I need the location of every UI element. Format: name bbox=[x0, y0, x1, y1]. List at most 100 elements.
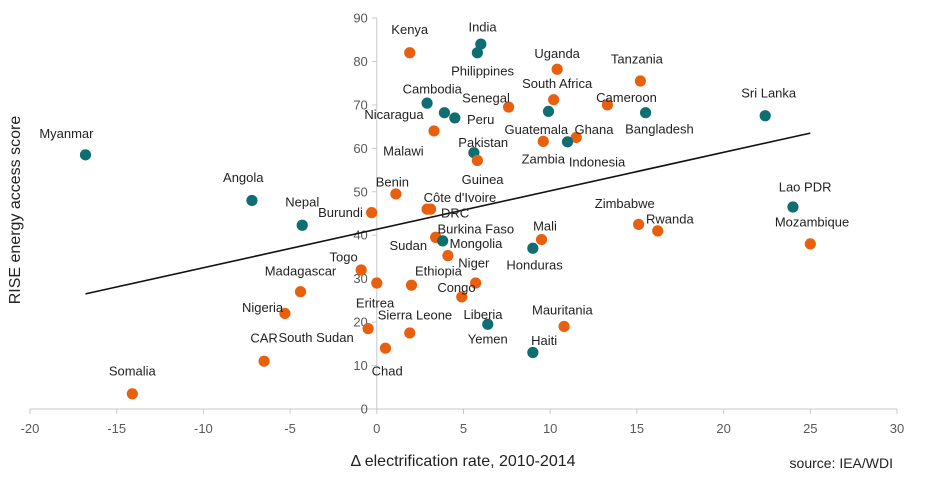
y-tick-label: 40 bbox=[353, 228, 367, 243]
y-tick-label: 0 bbox=[361, 402, 368, 417]
label-nepal: Nepal bbox=[285, 195, 319, 210]
point-mali bbox=[535, 233, 548, 246]
y-tick-label: 60 bbox=[353, 141, 367, 156]
point-togo bbox=[355, 264, 367, 276]
x-tick-label: -15 bbox=[107, 421, 126, 436]
point-bangladesh bbox=[639, 107, 652, 119]
point-mongolia bbox=[437, 235, 449, 247]
point-cambodia bbox=[421, 97, 433, 109]
point-ethiopia bbox=[405, 279, 418, 291]
x-tick-label: 20 bbox=[716, 421, 730, 436]
point-cameroon bbox=[601, 99, 614, 111]
point-benin bbox=[390, 188, 402, 200]
x-tick-label: 25 bbox=[803, 421, 817, 436]
point-nigeria bbox=[279, 307, 291, 320]
label-mozambique: Mozambique bbox=[775, 215, 849, 230]
label-myanmar: Myanmar bbox=[39, 126, 94, 141]
x-tick-label: 10 bbox=[543, 421, 557, 436]
label-uganda: Uganda bbox=[534, 46, 580, 61]
label-indonesia: Indonesia bbox=[569, 155, 626, 170]
label-pakistan: Pakistan bbox=[458, 135, 508, 150]
label-sri-lanka: Sri Lanka bbox=[741, 86, 797, 101]
label-eritrea: Eritrea bbox=[356, 295, 395, 310]
point-sierra-leone bbox=[404, 327, 416, 339]
label-madagascar: Madagascar bbox=[265, 263, 337, 278]
label-kenya: Kenya bbox=[391, 22, 429, 37]
label-burkina-faso: Burkina Faso bbox=[437, 222, 514, 237]
y-tick-label: 10 bbox=[353, 358, 367, 373]
point-niger bbox=[442, 250, 454, 262]
label-nigeria: Nigeria bbox=[242, 300, 284, 315]
point-honduras bbox=[527, 242, 539, 254]
label-guatemala: Guatemala bbox=[505, 122, 569, 137]
y-tick-label: 70 bbox=[353, 97, 367, 112]
point-chad bbox=[379, 342, 392, 354]
label-somalia: Somalia bbox=[109, 363, 157, 378]
point-guinea bbox=[471, 154, 483, 167]
point-nepal bbox=[296, 219, 308, 231]
point-yemen bbox=[482, 318, 494, 330]
label-angola: Angola bbox=[223, 170, 264, 185]
label-south-sudan: South Sudan bbox=[279, 330, 354, 345]
point-madagascar bbox=[294, 286, 307, 298]
label-philippines: Philippines bbox=[451, 64, 514, 79]
label-india: India bbox=[468, 20, 497, 35]
label-sierra-leone: Sierra Leone bbox=[378, 308, 452, 323]
label-rwanda: Rwanda bbox=[646, 212, 694, 227]
label-cambodia: Cambodia bbox=[403, 82, 463, 97]
label-zambia: Zambia bbox=[522, 152, 566, 167]
point-malawi bbox=[428, 125, 440, 137]
point-zimbabwe bbox=[633, 218, 645, 230]
label-c-te-d-ivoire: Côte d'Ivoire bbox=[424, 190, 497, 205]
point-india bbox=[475, 38, 487, 50]
label-guinea: Guinea bbox=[462, 172, 505, 187]
label-ethiopia: Ethiopia bbox=[415, 263, 463, 278]
point-south-africa bbox=[548, 94, 560, 106]
trendline bbox=[85, 132, 811, 295]
x-tick-label: 5 bbox=[460, 421, 467, 436]
point-peru bbox=[449, 112, 461, 124]
y-tick-label: 30 bbox=[353, 271, 367, 286]
point-car bbox=[258, 355, 270, 367]
label-mauritania: Mauritania bbox=[532, 302, 593, 317]
point-mauritania bbox=[558, 320, 570, 333]
label-niger: Niger bbox=[458, 256, 490, 271]
point-kenya bbox=[404, 47, 416, 59]
point-rwanda bbox=[652, 225, 664, 237]
point-myanmar bbox=[79, 149, 92, 161]
label-tanzania: Tanzania bbox=[611, 51, 664, 66]
point-uganda bbox=[551, 63, 563, 75]
x-tick-label: -10 bbox=[194, 421, 213, 436]
label-togo: Togo bbox=[330, 249, 358, 264]
x-tick-label: -20 bbox=[21, 421, 40, 436]
point-eritrea bbox=[371, 277, 383, 289]
point-zambia bbox=[542, 105, 555, 118]
label-malawi: Malawi bbox=[383, 143, 424, 158]
point-liberia bbox=[456, 291, 468, 303]
y-tick-label: 90 bbox=[353, 11, 367, 26]
point-somalia bbox=[126, 388, 138, 400]
label-senegal: Senegal bbox=[462, 90, 510, 105]
label-benin: Benin bbox=[376, 175, 409, 190]
point-tanzania bbox=[634, 75, 646, 87]
label-congo: Congo bbox=[437, 280, 475, 295]
label-zimbabwe: Zimbabwe bbox=[595, 196, 655, 211]
label-peru: Peru bbox=[467, 112, 494, 127]
label-liberia: Liberia bbox=[464, 307, 504, 322]
label-drc: DRC bbox=[441, 206, 469, 221]
point-lao-pdr bbox=[787, 201, 799, 213]
label-lao-pdr: Lao PDR bbox=[779, 179, 832, 194]
source-note: source: IEA/WDI bbox=[790, 455, 893, 471]
x-tick-label: 15 bbox=[630, 421, 644, 436]
point-nicaragua bbox=[438, 107, 451, 119]
label-yemen: Yemen bbox=[468, 332, 508, 347]
label-chad: Chad bbox=[372, 363, 403, 378]
point-burundi bbox=[365, 207, 378, 219]
x-tick-label: 30 bbox=[890, 421, 904, 436]
x-axis-title: Δ electrification rate, 2010-2014 bbox=[350, 453, 575, 470]
label-haiti: Haiti bbox=[531, 333, 557, 348]
point-indonesia bbox=[561, 136, 574, 148]
label-honduras: Honduras bbox=[506, 257, 563, 272]
label-ghana: Ghana bbox=[574, 122, 614, 137]
